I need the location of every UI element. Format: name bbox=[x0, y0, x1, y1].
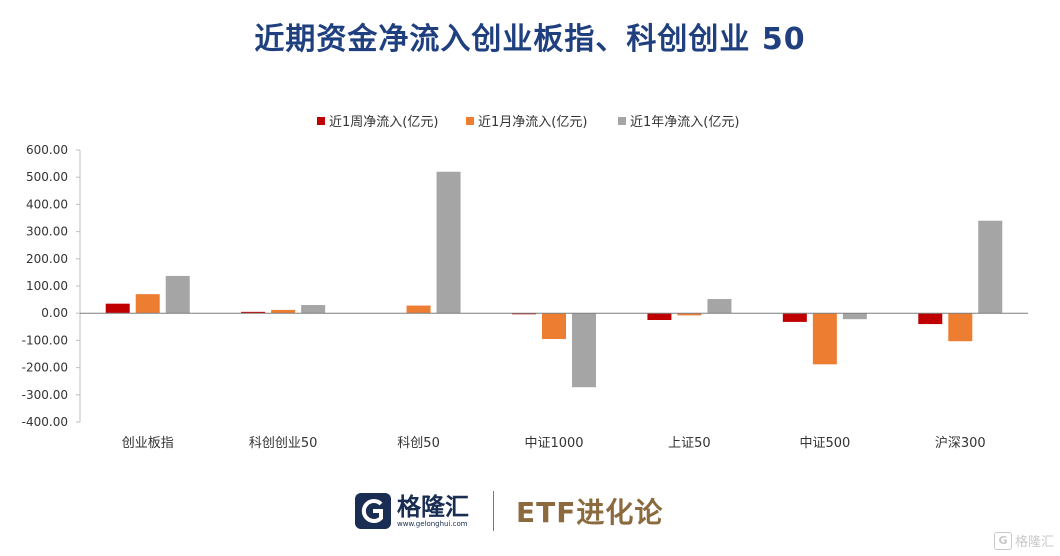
y-tick-label: -400.00 bbox=[22, 415, 68, 429]
y-tick-label: 300.00 bbox=[26, 225, 68, 239]
bar-chart: 600.00 500.00 400.00 300.00 200.00 100.00 0.00… bbox=[22, 115, 1028, 451]
legend-swatch bbox=[466, 117, 474, 125]
bar bbox=[105, 303, 130, 314]
y-tick-label: 100.00 bbox=[26, 279, 68, 293]
x-tick-label: 中证500 bbox=[799, 436, 850, 451]
y-tick-label: 600.00 bbox=[26, 143, 68, 157]
x-tick-label: 中证1000 bbox=[524, 436, 583, 451]
bar bbox=[842, 313, 867, 320]
y-tick-label: 400.00 bbox=[26, 197, 68, 211]
bar bbox=[707, 299, 732, 314]
watermark-text: 格隆汇 bbox=[1014, 535, 1054, 550]
bar bbox=[978, 220, 1003, 314]
legend-label: 近1年净流入(亿元) bbox=[630, 115, 739, 130]
x-tick-label: 科创创业50 bbox=[249, 436, 318, 451]
bar bbox=[647, 313, 672, 320]
watermark: G 格隆汇 bbox=[993, 531, 1054, 550]
bar bbox=[542, 313, 566, 340]
legend-swatch bbox=[317, 117, 325, 125]
footer: 格隆汇 www.gelonghui.com ETF进化论 bbox=[355, 488, 663, 534]
y-tick-label: 0.00 bbox=[41, 306, 68, 320]
gelonghui-logo-icon bbox=[355, 493, 391, 529]
bar bbox=[782, 313, 807, 322]
y-tick-label: -200.00 bbox=[22, 361, 68, 375]
bar bbox=[572, 313, 596, 388]
bar bbox=[512, 313, 536, 315]
logo-text: 格隆汇 bbox=[397, 493, 469, 521]
bar bbox=[677, 313, 702, 316]
x-tick-label: 科创50 bbox=[397, 436, 440, 451]
bar bbox=[301, 305, 326, 314]
x-tick-label: 沪深300 bbox=[935, 435, 986, 451]
legend-swatch bbox=[618, 117, 626, 125]
bar bbox=[948, 313, 973, 342]
bar bbox=[271, 309, 296, 314]
bar bbox=[165, 275, 190, 314]
bar bbox=[918, 313, 943, 325]
y-tick-label: -100.00 bbox=[22, 333, 68, 347]
bar bbox=[436, 171, 461, 314]
x-tick-label: 创业板指 bbox=[122, 436, 174, 451]
logo-url: www.gelonghui.com bbox=[397, 520, 468, 528]
brand-text: ETF进化论 bbox=[516, 496, 664, 529]
page-title: 近期资金净流入创业板指、科创创业 50 bbox=[254, 22, 806, 57]
legend-label: 近1月净流入(亿元) bbox=[478, 115, 587, 130]
legend-label: 近1周净流入(亿元) bbox=[329, 115, 438, 130]
bar bbox=[241, 311, 266, 314]
bar bbox=[135, 294, 160, 314]
y-tick-label: -300.00 bbox=[22, 388, 68, 402]
watermark-logo-icon: G bbox=[993, 531, 1012, 550]
footer-divider bbox=[493, 491, 494, 531]
x-tick-label: 上证50 bbox=[668, 436, 711, 451]
bar bbox=[406, 305, 431, 314]
y-tick-label: 500.00 bbox=[26, 170, 68, 184]
bar bbox=[812, 313, 837, 365]
y-tick-label: 200.00 bbox=[26, 252, 68, 266]
